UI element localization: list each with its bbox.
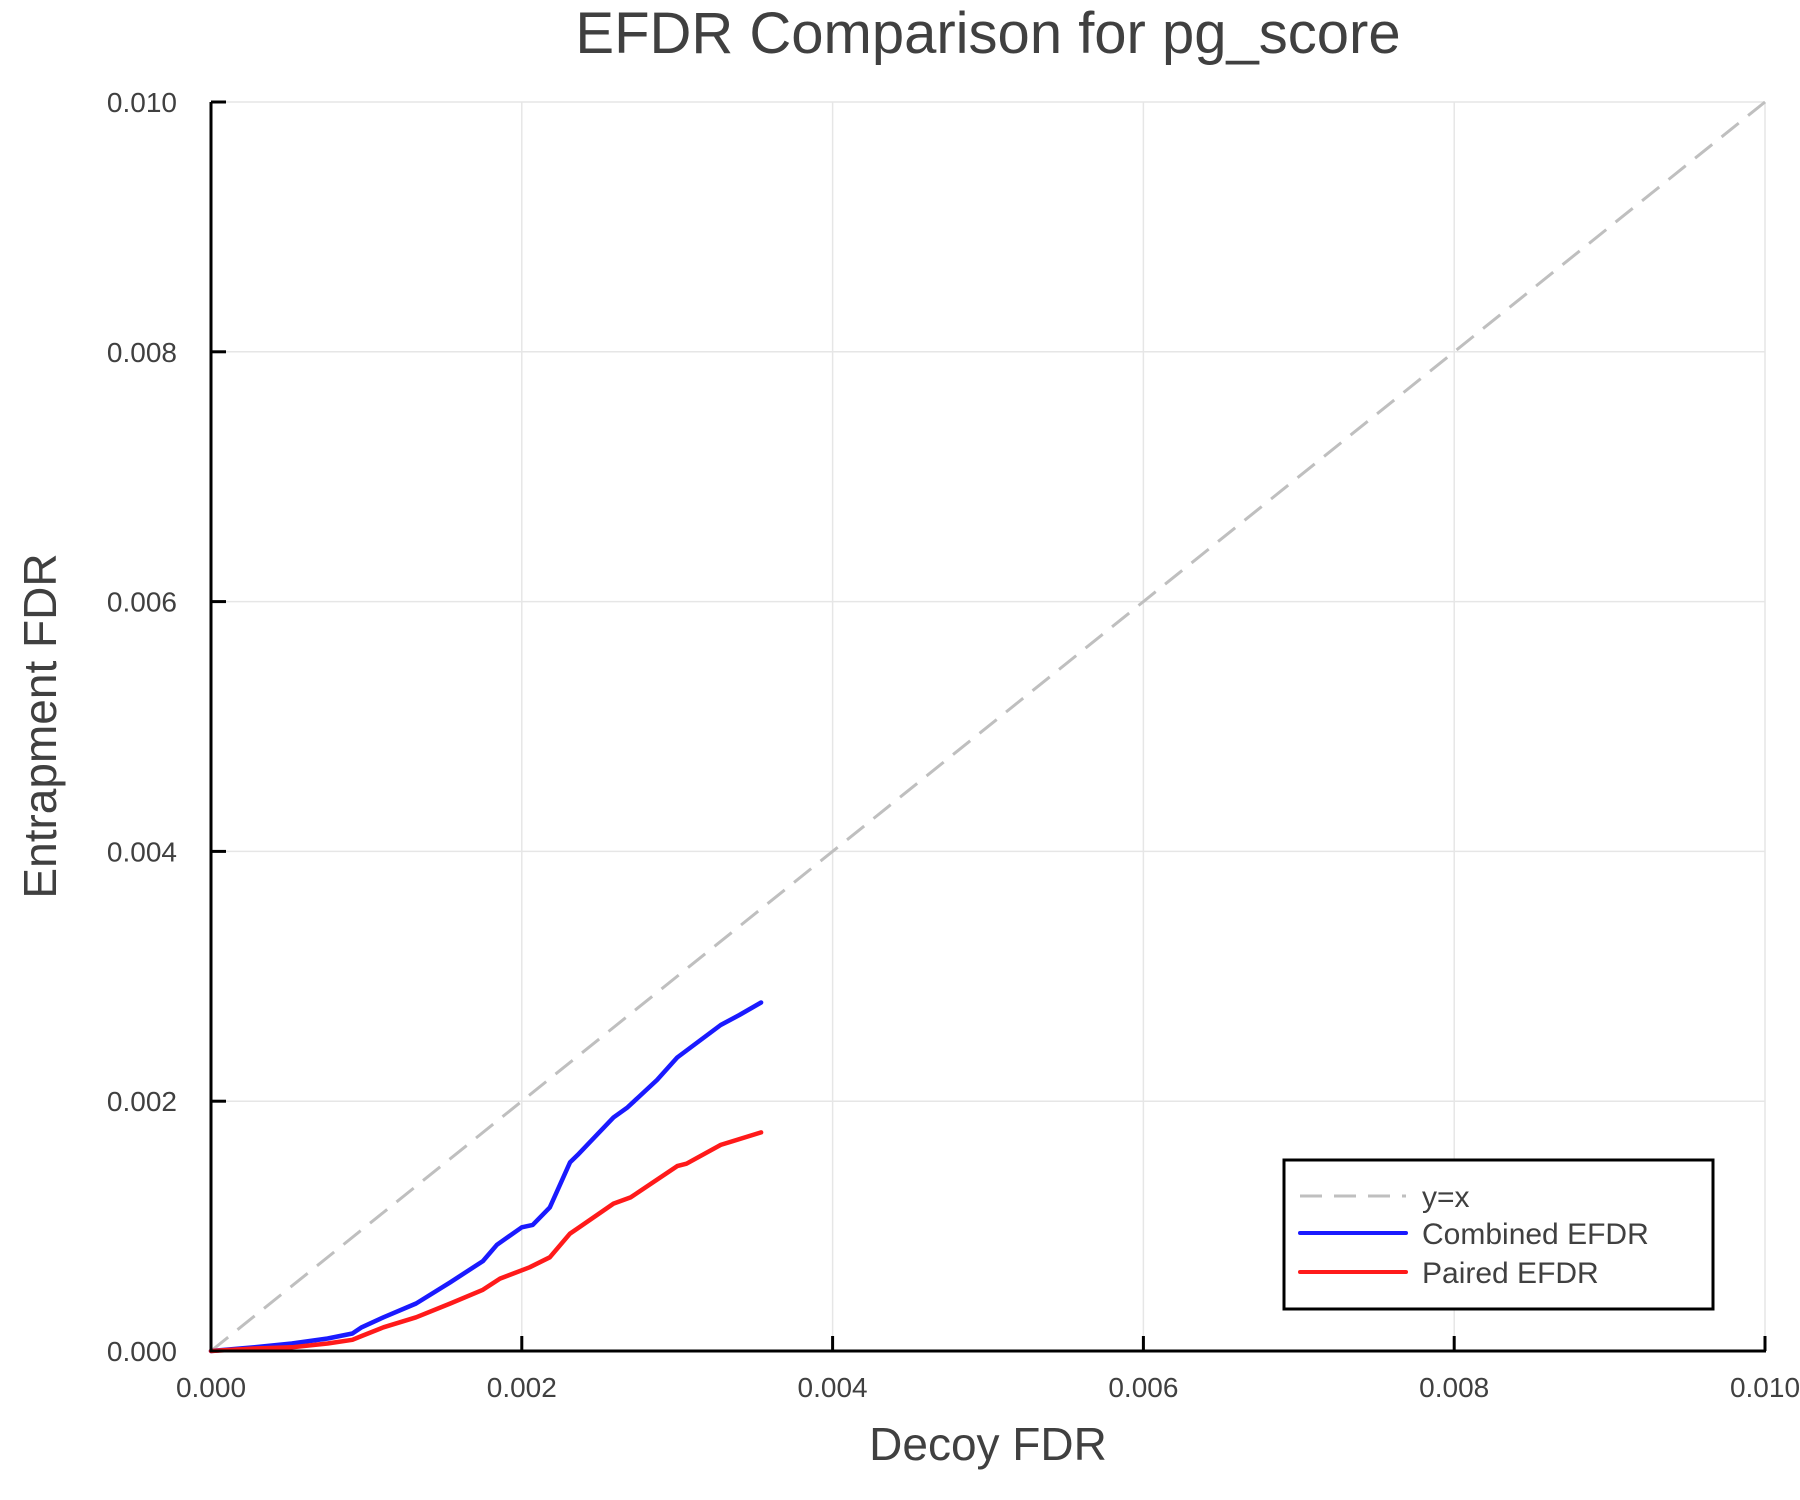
series-paired-efdr [208,1130,764,1354]
axes [209,102,1766,1353]
y-axis-label: Entrapment FDR [14,553,66,898]
series-y-x [210,100,1766,1353]
y-tick-label: 0.000 [107,1336,177,1367]
legend: y=x Combined EFDR Paired EFDR [1282,1158,1715,1311]
x-tick-label: 0.008 [1419,1372,1489,1403]
legend-label-combined-efdr: Combined EFDR [1422,1218,1649,1251]
x-tick-label: 0.002 [487,1372,557,1403]
x-tick-label: 0.004 [798,1372,868,1403]
grid-lines [211,101,1766,1351]
y-tick-label: 0.004 [107,836,177,867]
x-axis-label: Decoy FDR [869,1418,1107,1470]
reference-line-y-equals-x [210,100,1766,1353]
data-series [208,1000,764,1354]
y-tick-label: 0.008 [107,337,177,368]
legend-label-paired-efdr: Paired EFDR [1422,1257,1599,1290]
chart-title: EFDR Comparison for pg_score [575,1,1400,66]
y-tick-label: 0.002 [107,1086,177,1117]
axis-ticks: 0.000 0.002 0.004 0.006 0.008 0.010 0.000 0.002… [107,87,1800,1403]
x-tick-label: 0.010 [1730,1372,1800,1403]
x-tick-label: 0.000 [176,1372,246,1403]
y-tick-label: 0.010 [107,87,177,118]
x-tick-label: 0.006 [1108,1372,1178,1403]
legend-label-y-equals-x: y=x [1422,1181,1470,1214]
series-combined-efdr [208,1000,764,1354]
y-tick-label: 0.006 [107,587,177,618]
